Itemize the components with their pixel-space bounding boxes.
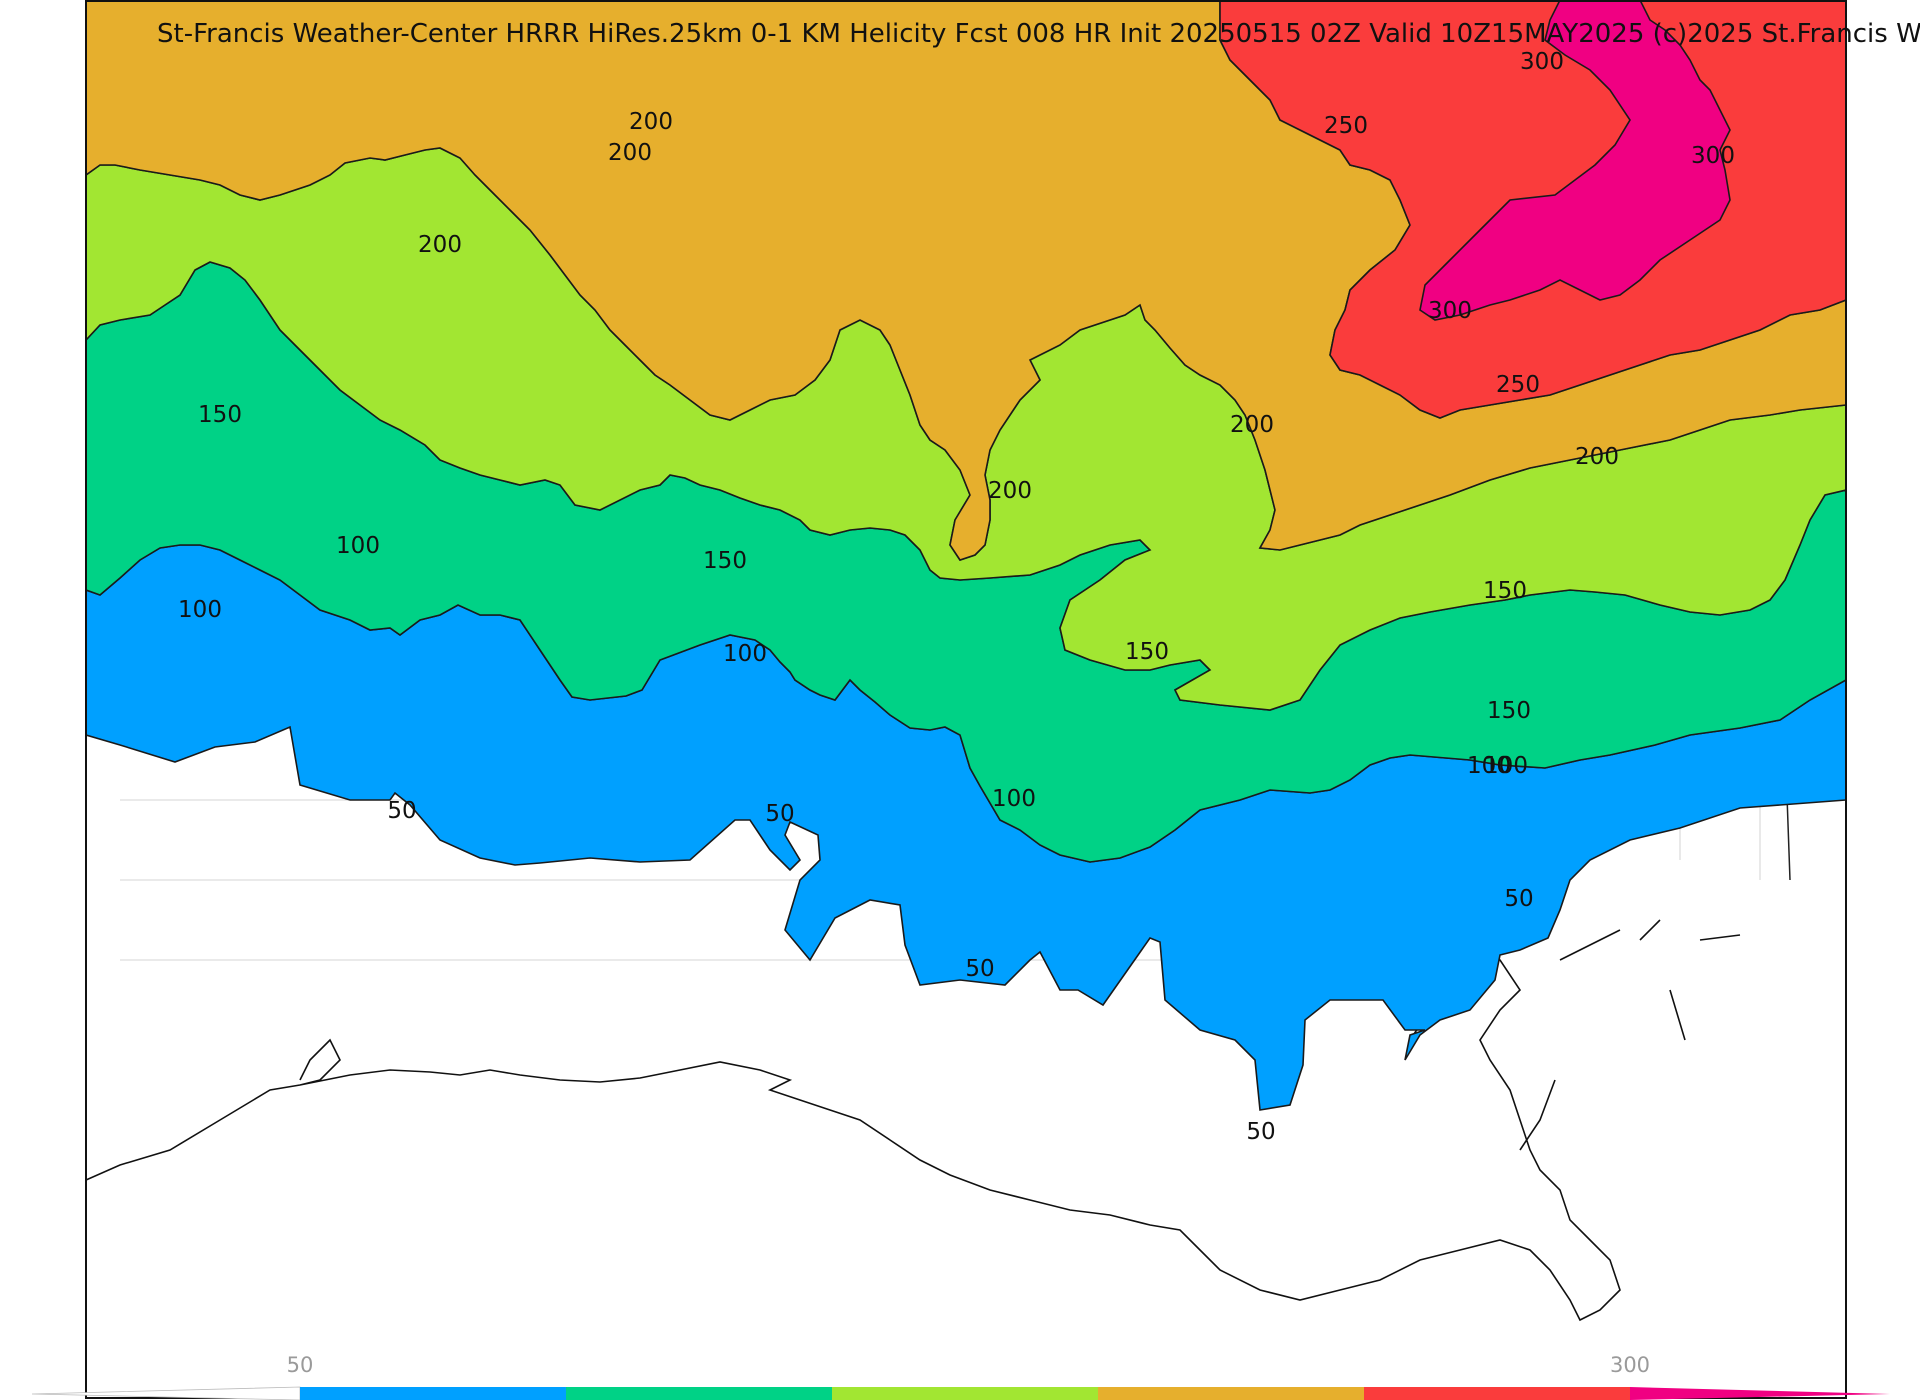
contour-label: 100: [1484, 753, 1528, 779]
contour-label: 50: [387, 798, 416, 824]
colorbar-over-triangle: [1630, 1387, 1890, 1400]
contour-label: 200: [608, 140, 652, 166]
contour-labels: 200 200 200 150 100 100 150 100 50 50 15…: [178, 49, 1735, 1145]
colorbar-bin-100-150: [566, 1387, 832, 1400]
colorbar-bin-200-250: [1098, 1387, 1364, 1400]
colorbar-bin-150-200: [832, 1387, 1098, 1400]
contour-label: 100: [1467, 753, 1511, 779]
contour-label: 200: [1230, 412, 1274, 438]
contour-label: 200: [629, 109, 673, 135]
contour-label: 50: [1246, 1119, 1275, 1145]
contour-label: 50: [1504, 886, 1533, 912]
contour-label: 300: [1428, 298, 1472, 324]
contour-label: 150: [1483, 578, 1527, 604]
coastline: [86, 919, 1741, 1322]
contour-label: 50: [765, 801, 794, 827]
contour-label: 300: [1691, 143, 1735, 169]
contour-label: 100: [336, 533, 380, 559]
contour-label: 100: [992, 786, 1036, 812]
contour-label: 150: [703, 548, 747, 574]
contour-label: 200: [418, 232, 462, 258]
contour-label: 100: [723, 641, 767, 667]
contour-label: 150: [1487, 698, 1531, 724]
contour-label: 50: [965, 956, 994, 982]
map-title: St-Francis Weather-Center HRRR HiRes.25k…: [157, 19, 1920, 49]
contour-label: 200: [988, 478, 1032, 504]
colorbar-bin-50-100: [300, 1387, 566, 1400]
contour-label: 150: [198, 402, 242, 428]
colorbar-bin-250-300: [1364, 1387, 1630, 1400]
contour-label: 250: [1496, 372, 1540, 398]
contour-label: 200: [1575, 444, 1619, 470]
colorbar-min-label: 50: [287, 1353, 314, 1377]
contour-label: 300: [1520, 49, 1564, 75]
colorbar: 50 300: [31, 1353, 1890, 1400]
contour-label: 100: [178, 597, 222, 623]
contour-label: 150: [1125, 639, 1169, 665]
colorbar-max-label: 300: [1610, 1353, 1650, 1377]
contour-label: 250: [1324, 113, 1368, 139]
